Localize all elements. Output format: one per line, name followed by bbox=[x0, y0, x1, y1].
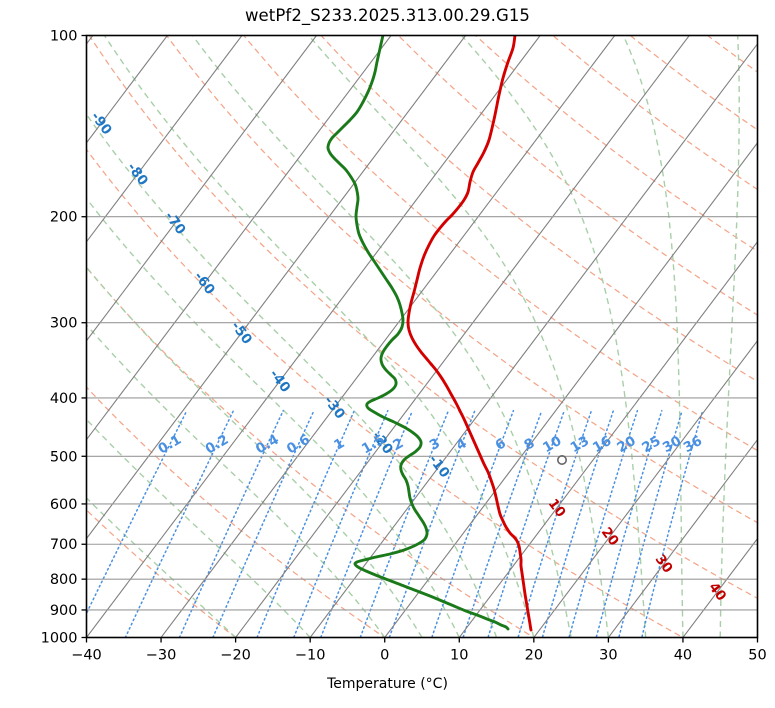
isotherm-line bbox=[384, 141, 758, 638]
isotherm-line bbox=[533, 339, 758, 638]
mixing-ratio-line bbox=[212, 409, 315, 638]
mixing-ratio-line bbox=[86, 409, 188, 615]
mixing-ratio-line bbox=[292, 409, 389, 638]
isotherm-line bbox=[86, 35, 168, 144]
x-tick-label: 0 bbox=[380, 648, 389, 664]
y-tick-label: 1000 bbox=[41, 631, 78, 647]
isotherm-line bbox=[86, 35, 243, 243]
x-axis-label: Temperature (°C) bbox=[327, 676, 448, 692]
mixing-ratio-line bbox=[388, 409, 476, 638]
isotherm-line bbox=[757, 636, 758, 638]
isotherm-line bbox=[160, 35, 616, 638]
dry-adiabat bbox=[88, 35, 758, 600]
mixing-ratio-line bbox=[641, 409, 704, 638]
dry-adiabat bbox=[397, 35, 758, 316]
x-tick-label: −20 bbox=[220, 648, 251, 664]
y-tick-label: 400 bbox=[50, 391, 78, 407]
y-tick-label: 900 bbox=[50, 603, 78, 619]
mixing-ratio-line bbox=[359, 409, 450, 638]
moist-adiabat bbox=[719, 35, 741, 638]
isotherm-line bbox=[86, 35, 467, 540]
mixing-ratio-line bbox=[618, 409, 683, 638]
x-tick-label: 10 bbox=[450, 648, 468, 664]
dry-adiabat bbox=[165, 35, 758, 524]
plot-grid-layer: -100-90-80-70-60-50-40-30-20-10102030400… bbox=[0, 35, 758, 638]
moist-adiabat bbox=[307, 35, 610, 638]
moist-adiabat bbox=[86, 323, 386, 638]
y-tick-label: 800 bbox=[50, 572, 78, 588]
x-tick-label: −10 bbox=[295, 648, 326, 664]
moist-adiabat bbox=[86, 113, 498, 638]
parcel-lcl-marker bbox=[556, 454, 567, 465]
x-tick-label: 40 bbox=[674, 648, 692, 664]
dry-adiabat bbox=[86, 148, 685, 638]
moist-adiabat bbox=[103, 35, 535, 638]
moist-adiabat bbox=[86, 197, 460, 638]
x-tick-label: 30 bbox=[599, 648, 617, 664]
mixing-ratio-line bbox=[487, 409, 566, 638]
isotherm-line bbox=[86, 35, 317, 342]
y-tick-label: 700 bbox=[50, 537, 78, 553]
y-tick-label: 100 bbox=[50, 29, 78, 45]
y-tick-label: 600 bbox=[50, 497, 78, 513]
moist-adiabat bbox=[622, 35, 684, 638]
isotherm-line bbox=[86, 35, 541, 638]
isotherm-label: -100 bbox=[54, 47, 87, 84]
mixing-ratio-line bbox=[568, 409, 639, 638]
mixing-ratio-line bbox=[178, 409, 284, 638]
isotherm-line bbox=[86, 35, 392, 441]
moist-adiabat bbox=[756, 619, 758, 638]
mixing-ratio-line bbox=[256, 409, 356, 638]
x-tick-label: −30 bbox=[146, 648, 177, 664]
page-title: wetPf2_S233.2025.313.00.29.G15 bbox=[244, 6, 531, 25]
temperature-profile-line bbox=[406, 35, 533, 632]
y-tick-label: 300 bbox=[50, 316, 78, 332]
mixing-ratio-line bbox=[124, 409, 235, 638]
dry-adiabat bbox=[86, 266, 536, 638]
mixing-ratio-line bbox=[319, 409, 414, 638]
isotherm-line bbox=[235, 35, 690, 638]
x-tick-label: 50 bbox=[748, 648, 766, 664]
mixing-ratio-line bbox=[462, 409, 543, 638]
isotherm-line bbox=[607, 438, 758, 638]
y-tick-label: 200 bbox=[50, 210, 78, 226]
moist-adiabat bbox=[86, 266, 423, 638]
isotherm-line bbox=[309, 42, 758, 638]
moist-adiabat bbox=[191, 35, 572, 638]
isotherm-line bbox=[458, 240, 758, 638]
isotherm-line bbox=[0, 36, 18, 638]
mixing-ratio-line bbox=[430, 409, 515, 638]
dewpoint-profile-line bbox=[326, 35, 510, 631]
mixing-ratio-line bbox=[517, 409, 593, 638]
x-tick-label: −40 bbox=[71, 648, 102, 664]
x-tick-label: 20 bbox=[525, 648, 543, 664]
mixing-ratio-line bbox=[595, 409, 663, 638]
plot-frame bbox=[85, 34, 759, 639]
y-tick-label: 500 bbox=[50, 449, 78, 465]
moist-adiabat bbox=[460, 35, 647, 638]
mixing-ratio-line bbox=[541, 409, 615, 638]
isotherm-line bbox=[86, 35, 94, 45]
